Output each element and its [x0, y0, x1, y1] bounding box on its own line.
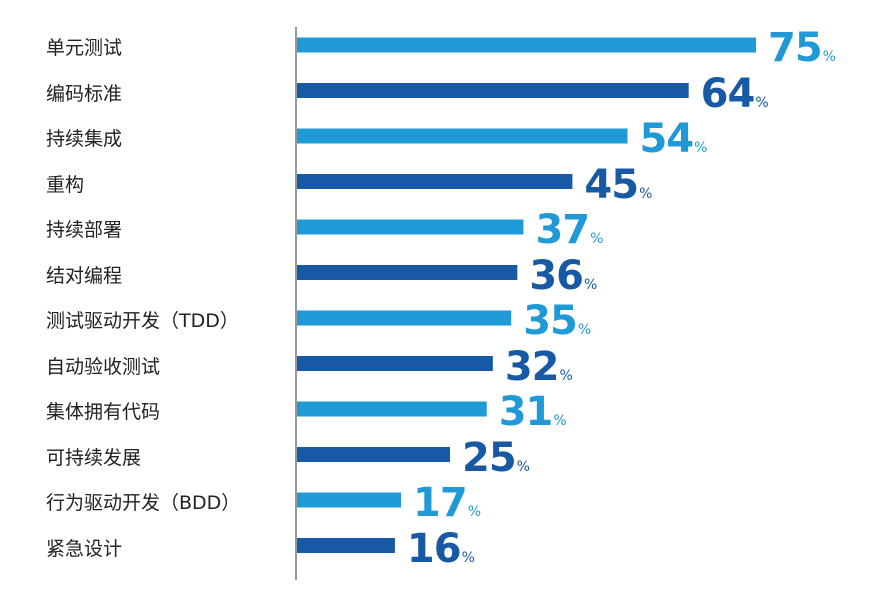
value-number: 54 — [639, 116, 694, 162]
bar — [297, 265, 518, 280]
category-label: 持续部署 — [46, 219, 123, 241]
category-label: 行为驱动开发（BDD） — [46, 492, 241, 514]
category-label: 重构 — [46, 173, 85, 196]
value-number: 25 — [462, 434, 517, 481]
value-label: 25% — [462, 436, 530, 480]
bar — [297, 401, 487, 417]
category-label: 单元测试 — [46, 37, 123, 59]
value-unit: % — [694, 140, 708, 156]
bar — [297, 447, 450, 462]
value-label: 37% — [535, 208, 603, 252]
value-number: 31 — [498, 389, 554, 435]
value-unit: % — [467, 504, 482, 520]
bar — [297, 37, 756, 53]
value-label: 32% — [505, 345, 573, 389]
bar — [297, 492, 402, 508]
bar — [297, 356, 493, 371]
value-unit: % — [577, 322, 592, 338]
value-unit: % — [516, 458, 530, 475]
value-number: 32 — [504, 343, 560, 390]
value-label: 36% — [529, 254, 597, 298]
category-label: 可持续发展 — [46, 446, 142, 469]
value-unit: % — [590, 231, 604, 247]
value-number: 37 — [535, 207, 590, 253]
value-number: 35 — [523, 298, 578, 344]
bar — [297, 219, 524, 235]
bar — [297, 174, 573, 189]
bar — [297, 538, 395, 553]
category-label: 集体拥有代码 — [46, 401, 161, 423]
value-unit: % — [461, 549, 475, 566]
category-label: 测试驱动开发（TDD） — [46, 310, 239, 332]
value-unit: % — [583, 276, 598, 293]
value-number: 17 — [413, 480, 468, 526]
value-unit: % — [755, 94, 769, 111]
value-number: 64 — [700, 70, 756, 117]
category-label: 编码标准 — [46, 82, 123, 105]
value-number: 36 — [529, 252, 584, 299]
value-label: 75% — [768, 26, 836, 70]
bar — [297, 128, 628, 144]
value-label: 54% — [639, 117, 707, 161]
bar — [297, 83, 689, 98]
value-unit: % — [639, 185, 653, 202]
value-number: 16 — [406, 525, 462, 572]
value-unit: % — [559, 367, 573, 384]
value-unit: % — [553, 413, 567, 429]
value-label: 45% — [584, 163, 652, 207]
category-label: 持续集成 — [46, 128, 123, 150]
value-number: 75 — [768, 25, 823, 71]
value-unit: % — [822, 49, 836, 65]
category-label: 自动验收测试 — [46, 355, 161, 378]
value-label: 64% — [701, 72, 769, 116]
value-label: 17% — [413, 481, 481, 525]
value-label: 35% — [523, 299, 591, 343]
value-label: 16% — [407, 527, 475, 571]
category-label: 结对编程 — [46, 264, 123, 287]
bar — [297, 310, 512, 326]
category-label: 紧急设计 — [46, 537, 123, 560]
value-label: 31% — [499, 390, 567, 434]
value-number: 45 — [584, 161, 639, 208]
